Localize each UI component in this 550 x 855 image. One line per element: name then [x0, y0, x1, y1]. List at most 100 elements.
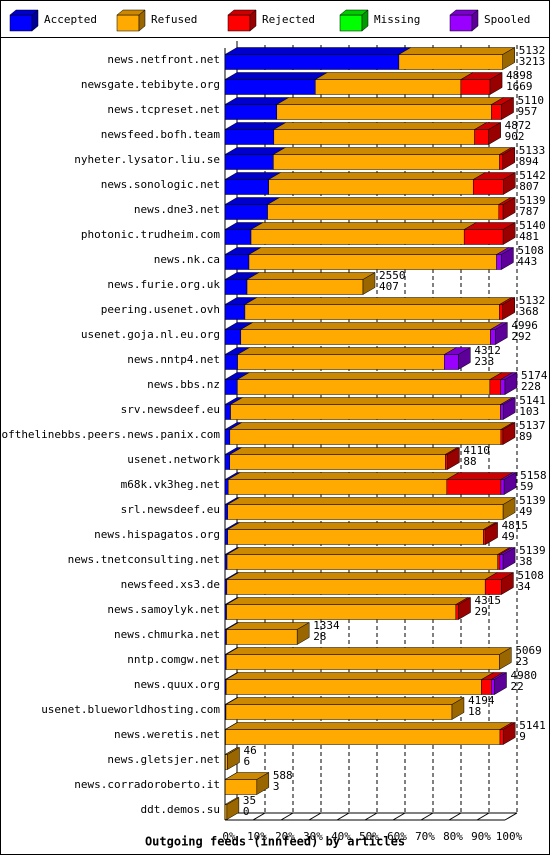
- bar-segment: [224, 422, 243, 445]
- category-label: usenet.network: [127, 453, 220, 466]
- category-label: news.corradoroberto.it: [74, 778, 220, 791]
- bar-front: [224, 554, 228, 570]
- bar-segment: [246, 272, 376, 295]
- x-tick-label: 50%: [359, 830, 379, 843]
- bar-front: [224, 79, 316, 95]
- accepted-label: 233: [474, 355, 494, 368]
- accepted-label: 22: [511, 680, 524, 693]
- accepted-label: 103: [519, 405, 539, 418]
- bar-front: [240, 329, 491, 345]
- bar-top: [314, 72, 474, 80]
- bar-front: [474, 129, 489, 145]
- total-label: 4980: [511, 669, 538, 682]
- bar-front: [446, 479, 502, 495]
- bar-front: [229, 429, 502, 445]
- bar-front: [499, 304, 503, 320]
- bar-front: [491, 104, 502, 120]
- bar-front: [227, 504, 504, 520]
- bar-side: [503, 472, 517, 495]
- bar-front: [460, 79, 491, 95]
- bar-front: [273, 154, 500, 170]
- legend-swatch: [9, 9, 39, 32]
- bar-front: [315, 79, 462, 95]
- bar-segment: [250, 222, 478, 245]
- bar-side: [501, 572, 514, 595]
- bar-segment: [224, 47, 412, 70]
- bar-front: [224, 304, 246, 320]
- bar-front: [499, 554, 504, 570]
- category-label: news.chmurka.net: [114, 628, 220, 641]
- bar-front: [483, 529, 486, 545]
- bar-front: [227, 529, 484, 545]
- x-tick-label: 80%: [443, 830, 463, 843]
- total-label: 4110: [463, 444, 490, 457]
- x-tick: [336, 812, 350, 821]
- bar-front: [237, 379, 491, 395]
- legend-front: [116, 14, 140, 32]
- bar-front: [498, 204, 504, 220]
- bar-segment: [225, 672, 495, 695]
- legend-side: [249, 9, 257, 32]
- x-tick-label: 70%: [415, 830, 435, 843]
- bar-top: [236, 372, 503, 380]
- bar-segment: [229, 397, 514, 420]
- bar-front: [455, 604, 459, 620]
- bar-side: [503, 172, 516, 195]
- total-label: 4194: [468, 694, 495, 707]
- category-label: endofthelinebbs.peers.news.panix.com: [0, 428, 220, 441]
- x-tick: [308, 812, 322, 821]
- category-label: m68k.vk3heg.net: [121, 478, 220, 491]
- bar-top: [272, 122, 488, 130]
- accepted-label: 894: [519, 155, 539, 168]
- accepted-label: 38: [519, 555, 532, 568]
- bar-segment: [498, 547, 517, 570]
- bar-front: [225, 729, 501, 745]
- bar-top: [224, 722, 513, 730]
- bar-side: [499, 647, 512, 670]
- total-label: 5108: [517, 244, 544, 257]
- bar-segment: [490, 97, 515, 120]
- bar-side: [502, 147, 516, 170]
- bar-side: [458, 347, 471, 370]
- bar-top: [227, 472, 460, 480]
- bar-top: [243, 297, 513, 305]
- bar-front: [250, 229, 465, 245]
- total-label: 4815: [502, 519, 529, 532]
- legend-side: [138, 9, 146, 32]
- category-label: newsfeed.bofh.team: [101, 128, 221, 141]
- bar-top: [246, 272, 376, 280]
- x-tick: [252, 812, 266, 821]
- bar-front: [472, 179, 504, 195]
- bar-side: [502, 422, 516, 445]
- total-label: 4872: [505, 119, 532, 132]
- bar-front: [224, 804, 228, 820]
- category-label: news.sonologic.net: [101, 178, 220, 191]
- bar-top: [225, 597, 469, 605]
- bar-segment: [226, 547, 511, 570]
- legend-front: [227, 14, 251, 32]
- accepted-label: 49: [519, 505, 532, 518]
- total-label: 5069: [515, 644, 542, 657]
- total-label: 5140: [519, 219, 546, 232]
- bar-front: [224, 154, 274, 170]
- bar-front: [224, 479, 229, 495]
- category-label: peering.usenet.ovh: [101, 303, 220, 316]
- bar-side: [501, 97, 514, 120]
- bar-front: [224, 129, 275, 145]
- bar-top: [275, 97, 505, 105]
- category-label: nyheter.lysator.liu.se: [74, 153, 220, 166]
- bar-front: [246, 279, 364, 295]
- bar-side: [485, 522, 498, 545]
- bar-front: [244, 304, 500, 320]
- bar-segment: [226, 522, 497, 545]
- bar-front: [500, 429, 504, 445]
- chart-title: Outgoing feeds (innfeed) by articles: [145, 835, 405, 849]
- legend-side: [361, 9, 369, 32]
- accepted-label: 228: [521, 380, 541, 393]
- bar-segment: [225, 622, 311, 645]
- bar-segment: [225, 572, 499, 595]
- x-tick: [476, 812, 490, 821]
- bar-segment: [472, 172, 517, 195]
- x-tick: [280, 812, 294, 821]
- bar-side: [447, 447, 460, 470]
